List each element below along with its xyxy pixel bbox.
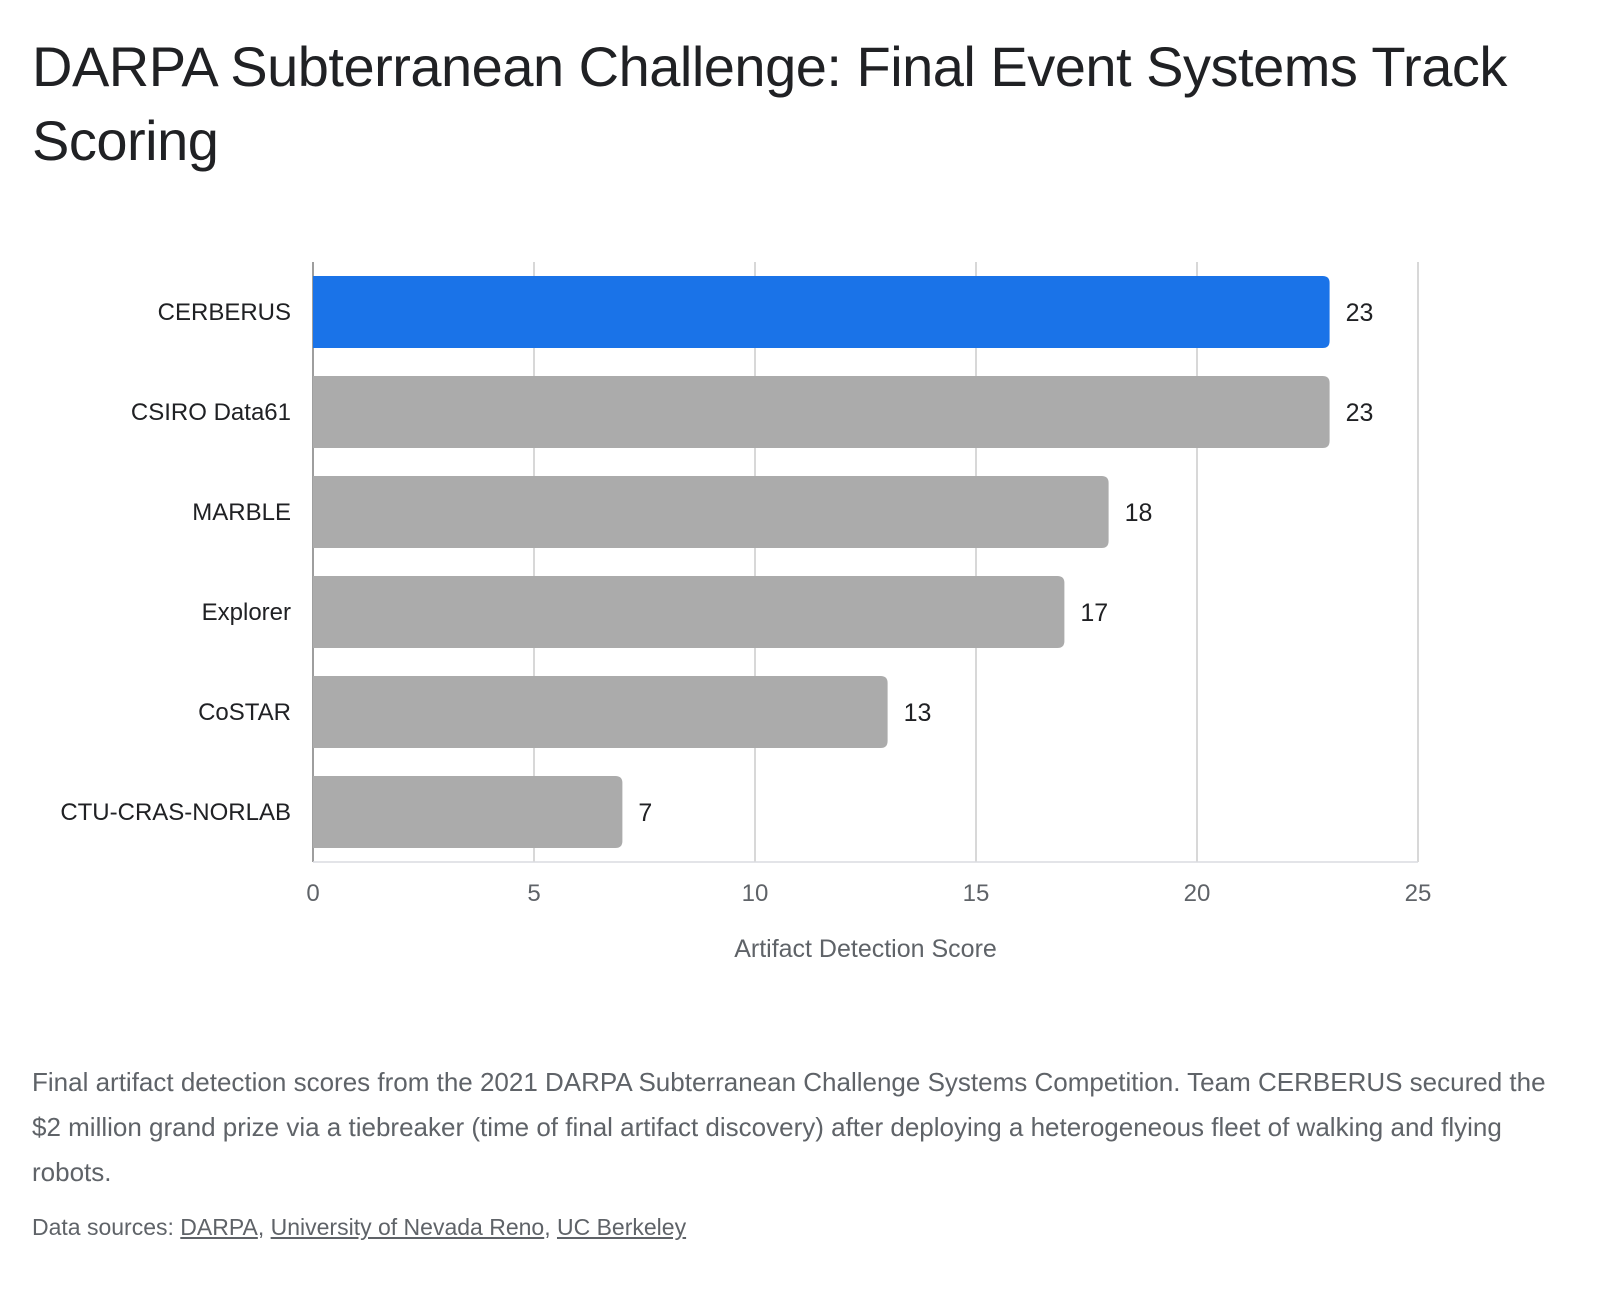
category-label: MARBLE bbox=[192, 499, 291, 526]
bar-chart: 0 5 10 15 20 25 CERBERUS 23 CSIRO Data61 23 MARBLE… bbox=[60, 262, 1431, 963]
source-link-unr[interactable]: University of Nevada Reno bbox=[270, 1214, 545, 1240]
data-label: 13 bbox=[904, 699, 932, 727]
x-axis-label: Artifact Detection Score bbox=[734, 935, 997, 963]
category-label: CSIRO Data61 bbox=[131, 399, 291, 426]
category-label: CoSTAR bbox=[198, 699, 291, 726]
bar bbox=[313, 376, 1330, 448]
bar bbox=[313, 476, 1109, 548]
x-tick-label: 20 bbox=[1184, 880, 1211, 907]
x-tick-label: 15 bbox=[963, 880, 990, 907]
category-label: CERBERUS bbox=[158, 299, 291, 326]
bars bbox=[313, 276, 1330, 848]
bar bbox=[313, 576, 1065, 648]
bar bbox=[313, 676, 888, 748]
data-label: 18 bbox=[1125, 499, 1153, 527]
data-label: 7 bbox=[638, 799, 652, 827]
x-tick-label: 25 bbox=[1405, 880, 1432, 907]
sources-separator: , bbox=[257, 1214, 271, 1240]
x-tick-label: 0 bbox=[306, 880, 319, 907]
bar bbox=[313, 776, 623, 848]
labels: 0 5 10 15 20 25 CERBERUS 23 CSIRO Data61 23 MARBLE… bbox=[60, 299, 1431, 907]
x-tick-label: 5 bbox=[527, 880, 540, 907]
source-link-darpa[interactable]: DARPA bbox=[180, 1214, 258, 1240]
data-label: 17 bbox=[1080, 599, 1108, 627]
chart-caption: Final artifact detection scores from the… bbox=[32, 1067, 1546, 1187]
category-label: Explorer bbox=[202, 599, 291, 626]
sources-prefix: Data sources: bbox=[32, 1214, 181, 1240]
category-label: CTU-CRAS-NORLAB bbox=[60, 799, 291, 826]
gridlines bbox=[312, 262, 1419, 863]
bar bbox=[313, 276, 1330, 348]
sources-separator: , bbox=[544, 1214, 557, 1240]
data-label: 23 bbox=[1346, 399, 1374, 427]
data-label: 23 bbox=[1346, 299, 1374, 327]
source-link-uc-berkeley[interactable]: UC Berkeley bbox=[556, 1214, 687, 1240]
chart-title: DARPA Subterranean Challenge: Final Even… bbox=[32, 35, 1507, 172]
data-sources: Data sources: DARPA, University of Nevad… bbox=[32, 1210, 1552, 1244]
x-tick-label: 10 bbox=[742, 880, 769, 907]
